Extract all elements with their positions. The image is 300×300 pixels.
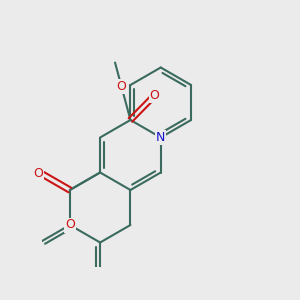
- Text: O: O: [150, 89, 160, 102]
- Text: N: N: [156, 131, 165, 144]
- Text: O: O: [65, 218, 75, 232]
- Text: O: O: [116, 80, 126, 93]
- Text: O: O: [34, 167, 44, 180]
